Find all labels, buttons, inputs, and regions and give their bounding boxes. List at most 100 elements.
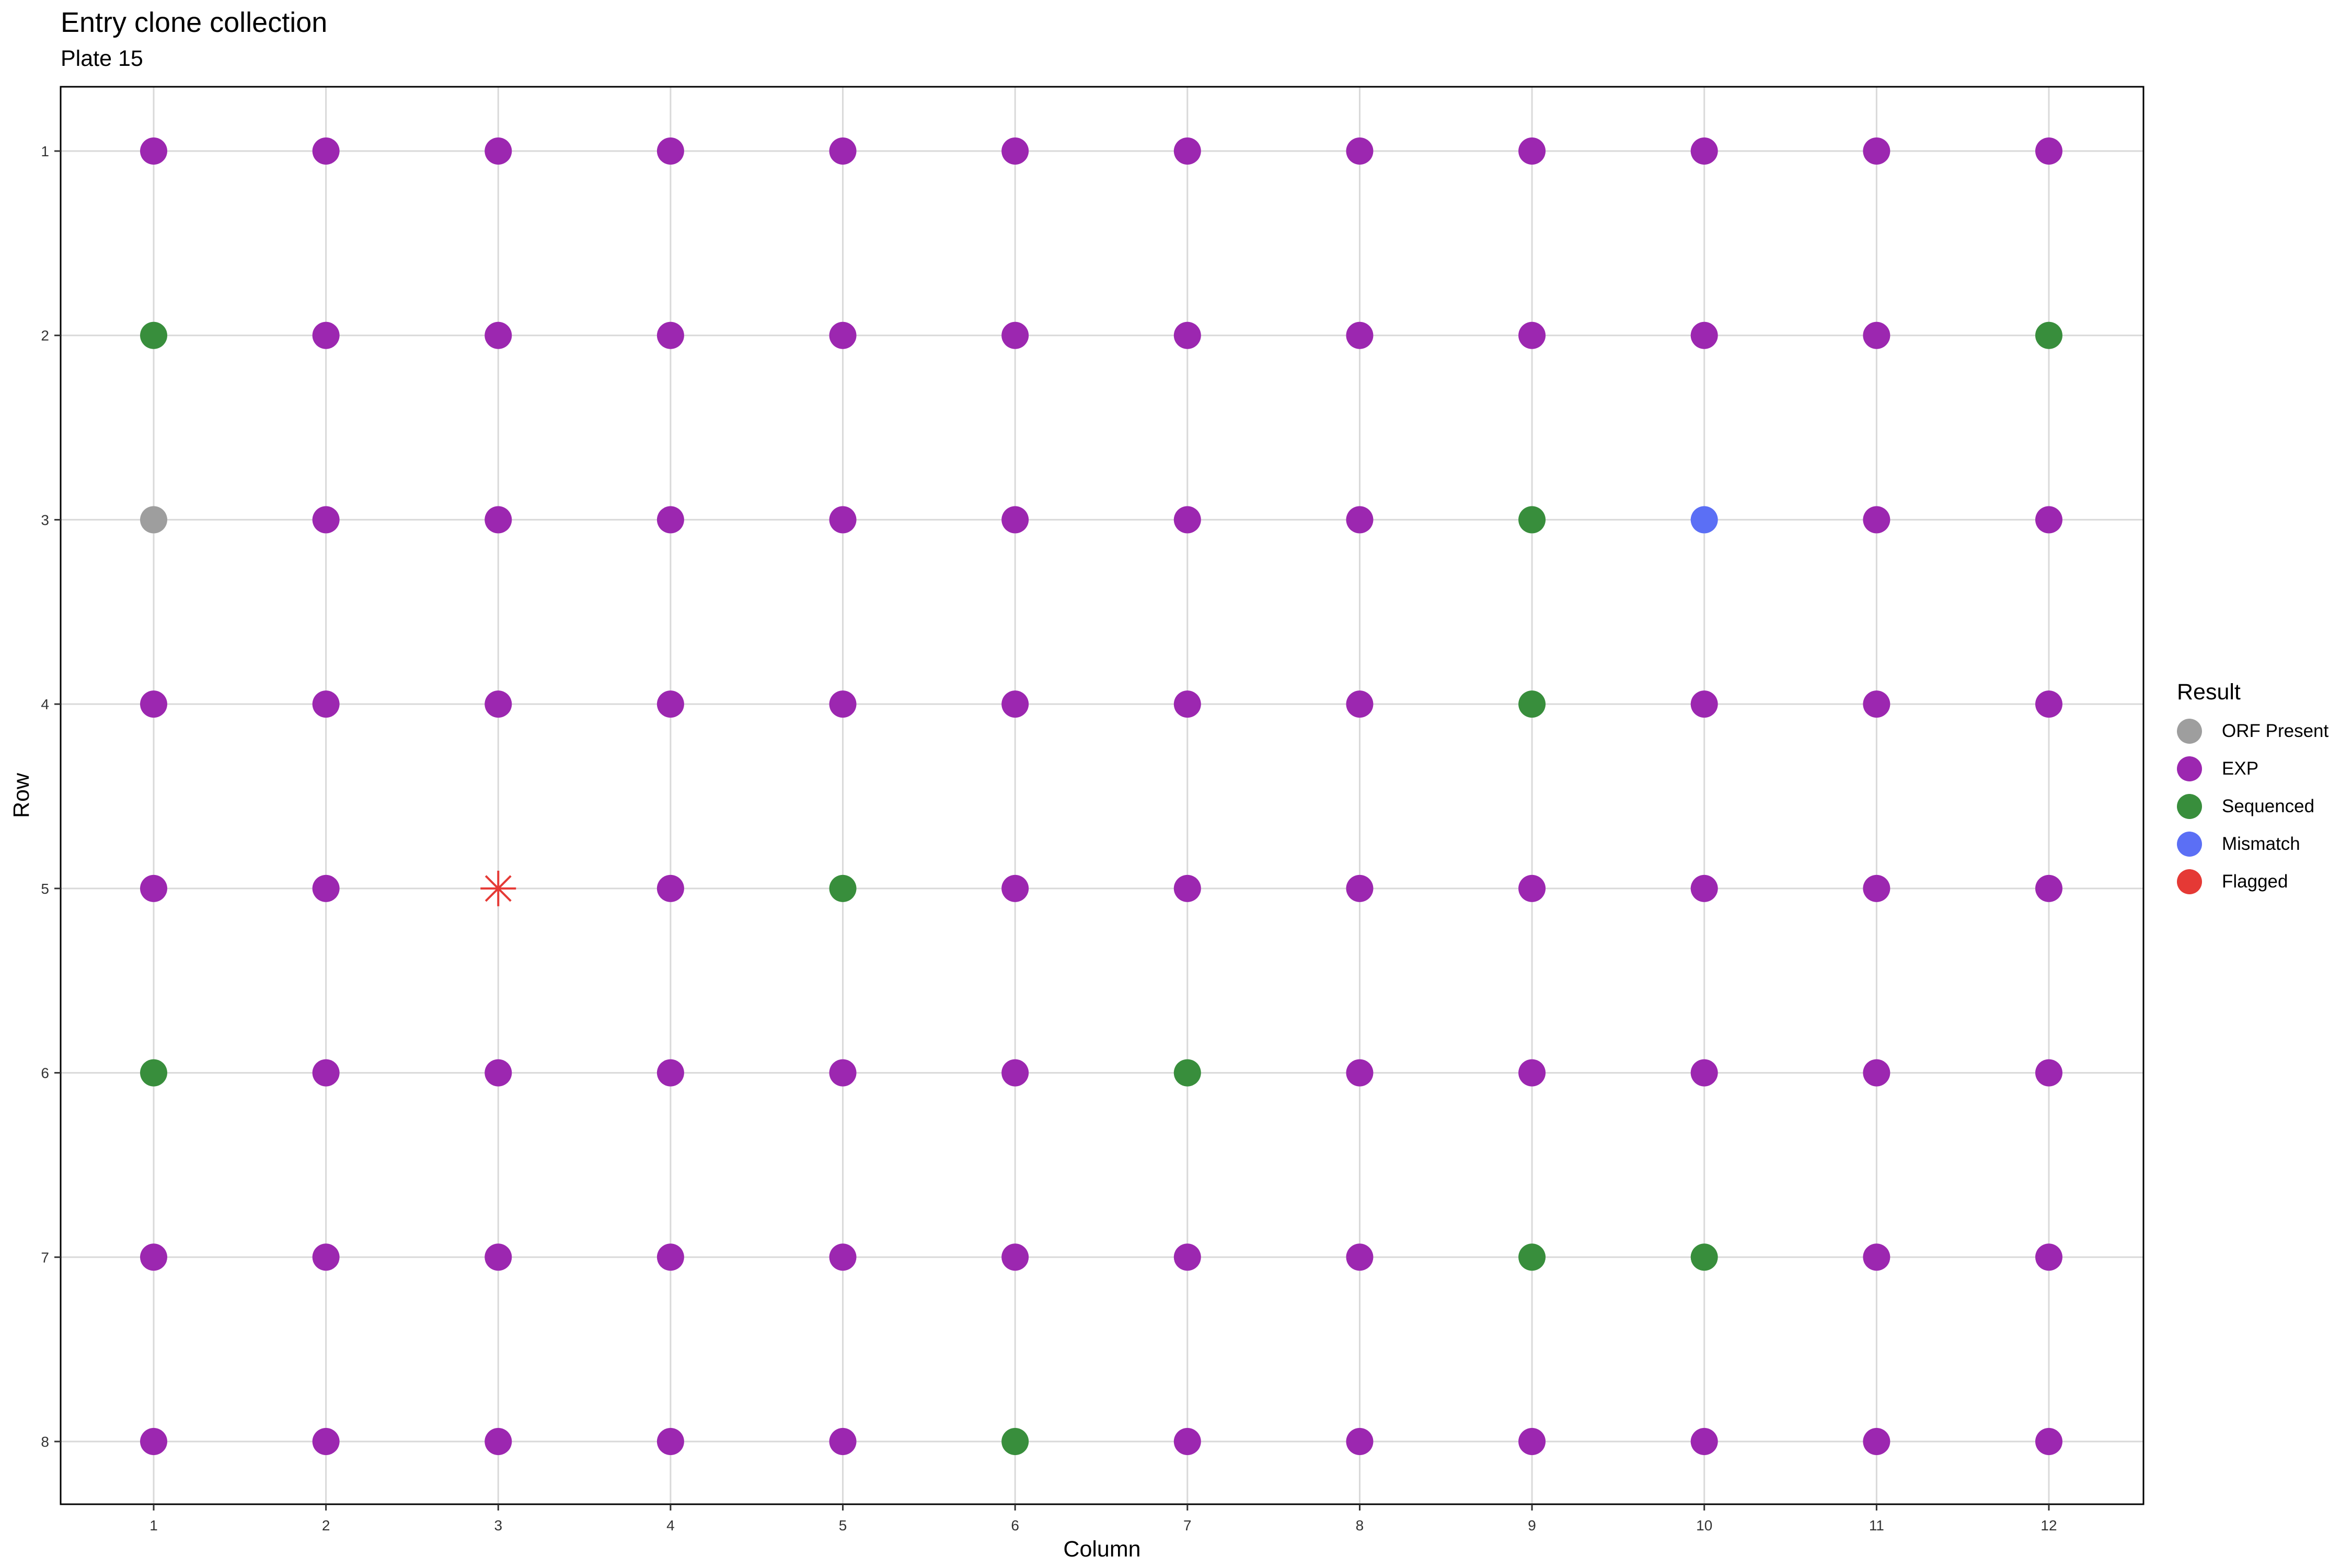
data-point-exp: [2035, 137, 2062, 165]
data-point-exp: [1346, 874, 1374, 902]
data-point-exp: [829, 506, 857, 534]
data-point-exp: [829, 690, 857, 718]
data-point-exp: [312, 1243, 340, 1271]
data-point-exp: [312, 874, 340, 902]
data-point-exp: [1173, 690, 1201, 718]
data-point-exp: [1690, 137, 1718, 165]
data-point-exp: [1518, 1428, 1546, 1455]
data-point-exp: [140, 690, 167, 718]
data-point-exp: [1690, 321, 1718, 349]
data-point-exp: [656, 506, 684, 534]
legend-item-flagged: Flagged: [2177, 863, 2328, 901]
data-point-exp: [1001, 1059, 1029, 1087]
legend-label: EXP: [2222, 758, 2259, 779]
data-point-exp: [1173, 1243, 1201, 1271]
data-point-exp: [1346, 321, 1374, 349]
data-point-exp: [1690, 690, 1718, 718]
x-axis-title: Column: [1063, 1537, 1140, 1562]
legend-label: ORF Present: [2222, 721, 2329, 741]
data-point-exp: [829, 1243, 857, 1271]
data-point-exp: [140, 874, 167, 902]
data-point-exp: [140, 1243, 167, 1271]
legend-key-flagged: [2177, 869, 2202, 894]
plot-border: [60, 86, 2145, 1505]
legend-item-orf-present: ORF Present: [2177, 712, 2328, 750]
data-point-exp: [1518, 321, 1546, 349]
data-point-exp: [656, 874, 684, 902]
data-point-exp: [485, 690, 512, 718]
x-tick-label: 7: [1183, 1517, 1192, 1534]
x-tick-label: 9: [1528, 1517, 1536, 1534]
data-point-exp: [485, 1428, 512, 1455]
data-point-exp: [656, 1243, 684, 1271]
data-point-exp: [1173, 321, 1201, 349]
data-point-exp: [1518, 137, 1546, 165]
data-point-exp: [1346, 506, 1374, 534]
legend-key-orf-present: [2177, 719, 2202, 744]
data-point-exp: [1001, 506, 1029, 534]
data-point-sequenced: [140, 321, 167, 349]
data-point-exp: [1001, 1243, 1029, 1271]
data-point-exp: [656, 1059, 684, 1087]
data-point-exp: [656, 690, 684, 718]
legend-item-mismatch: Mismatch: [2177, 825, 2328, 863]
data-point-exp: [1001, 874, 1029, 902]
x-tick-label: 3: [494, 1517, 502, 1534]
data-point-exp: [1518, 874, 1546, 902]
data-point-exp: [1346, 690, 1374, 718]
data-point-exp: [1863, 1059, 1890, 1087]
data-point-exp: [312, 690, 340, 718]
data-point-exp: [485, 1059, 512, 1087]
y-tick-label: 7: [41, 1249, 49, 1265]
y-tick-label: 4: [41, 696, 49, 712]
data-point-exp: [2035, 690, 2062, 718]
data-point-exp: [1173, 137, 1201, 165]
legend-label: Sequenced: [2222, 796, 2315, 816]
data-point-exp: [2035, 1059, 2062, 1087]
x-tick-label: 4: [666, 1517, 675, 1534]
data-point-exp: [2035, 506, 2062, 534]
asterisk-stroke: [485, 875, 512, 902]
data-point-exp: [1863, 137, 1890, 165]
data-point-exp: [829, 321, 857, 349]
data-point-sequenced: [2035, 321, 2062, 349]
data-point-exp: [485, 506, 512, 534]
data-point-exp: [1346, 1059, 1374, 1087]
legend-label: Flagged: [2222, 871, 2288, 892]
x-tick-label: 2: [322, 1517, 330, 1534]
data-point-exp: [1001, 690, 1029, 718]
data-point-exp: [2035, 1243, 2062, 1271]
x-tick-label: 10: [1696, 1517, 1712, 1534]
y-tick-label: 6: [41, 1065, 49, 1081]
data-point-sequenced: [1518, 506, 1546, 534]
data-point-exp: [1863, 874, 1890, 902]
data-point-exp: [1690, 1059, 1718, 1087]
x-tick-label: 5: [839, 1517, 847, 1534]
data-point-exp: [1863, 321, 1890, 349]
data-point-exp: [312, 137, 340, 165]
y-tick-label: 8: [41, 1434, 49, 1450]
data-point-exp: [1690, 874, 1718, 902]
y-tick-label: 2: [41, 328, 49, 344]
data-point-mismatch: [1690, 506, 1718, 534]
x-tick-label: 1: [149, 1517, 158, 1534]
data-point-exp: [656, 321, 684, 349]
data-point-sequenced: [1001, 1428, 1029, 1455]
data-point-sequenced: [140, 1059, 167, 1087]
data-point-exp: [829, 137, 857, 165]
data-point-exp: [312, 506, 340, 534]
data-point-exp: [1863, 690, 1890, 718]
legend-title: Result: [2177, 679, 2241, 705]
data-point-exp: [1863, 1243, 1890, 1271]
data-point-exp: [485, 137, 512, 165]
data-point-sequenced: [829, 874, 857, 902]
x-tick-label: 6: [1011, 1517, 1019, 1534]
chart-title: Entry clone collection: [61, 7, 328, 38]
data-point-exp: [656, 1428, 684, 1455]
data-point-exp: [312, 1059, 340, 1087]
data-point-orf-present: [140, 506, 167, 534]
data-point-exp: [1346, 1243, 1374, 1271]
data-point-exp: [485, 1243, 512, 1271]
data-point-exp: [2035, 1428, 2062, 1455]
